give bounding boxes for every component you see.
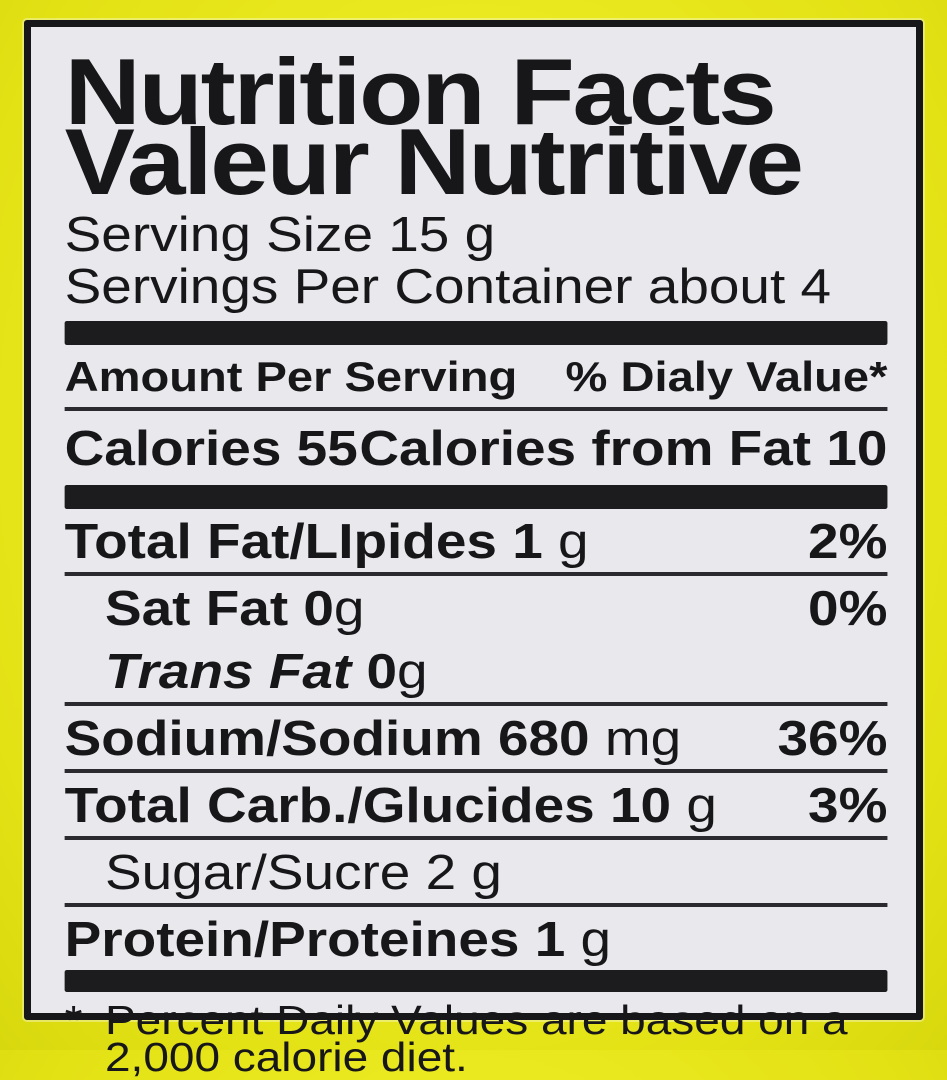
nutrient-unit-text: g — [397, 645, 428, 699]
nutrient-unit-text: g — [565, 913, 612, 967]
nutrient-bold-text: Protein/Proteines 1 — [64, 913, 566, 967]
daily-value-percent: 2% — [808, 515, 888, 569]
footnote-text: Percent Daily Values are based on a 2,00… — [105, 1000, 848, 1078]
calories-value: Calories 55 — [64, 422, 358, 476]
daily-value-percent: 36% — [777, 712, 888, 766]
nutrient-row-total-fat: Total Fat/LIpides 1 g 2% — [64, 509, 888, 576]
calories-from-fat-value: Calories from Fat 10 — [359, 422, 888, 476]
nutrient-unit-text: mg — [589, 712, 682, 766]
nutrient-name: Sodium/Sodium 680 mg — [65, 715, 682, 764]
nutrient-row-trans-fat: Trans Fat 0g — [64, 639, 888, 706]
title-french: Valeur Nutritive — [64, 109, 804, 214]
nutrient-name: Sat Fat 0g — [105, 585, 365, 634]
nutrition-facts-label: Nutrition Facts Valeur Nutritive Serving… — [24, 20, 923, 1078]
amount-per-serving-label: Amount Per Serving — [64, 353, 518, 400]
title-english: Nutrition Facts — [64, 39, 777, 144]
nutrient-unit-text: g — [333, 582, 365, 636]
servings-per-container: Servings Per Container about 4 — [64, 260, 832, 314]
nutrient-name: Total Fat/LIpides 1 g — [65, 518, 589, 567]
footnote-line-1: Percent Daily Values are based on a — [104, 997, 848, 1043]
daily-value-percent: 0% — [808, 582, 888, 636]
nutrient-name: Trans Fat 0g — [105, 648, 428, 697]
nutrient-unit-text: g — [542, 515, 589, 569]
daily-value-header: % Dialy Value* — [565, 353, 888, 400]
separator-bar-bottom — [64, 970, 888, 992]
nutrient-row-total-carb: Total Carb./Glucides 10 g 3% — [64, 773, 888, 840]
nutrient-bold-text: Total Fat/LIpides 1 — [64, 515, 543, 569]
nutrient-bold-text: Total Carb./Glucides 10 — [64, 779, 672, 833]
nutrient-name: Total Carb./Glucides 10 g — [65, 782, 717, 831]
label-titles: Nutrition Facts Valeur Nutritive — [64, 39, 888, 214]
nutrient-bold-text: Sat Fat 0 — [104, 582, 334, 636]
nutrient-bold-text: 0 — [366, 645, 398, 699]
nutrient-name: Protein/Proteines 1 g — [65, 916, 611, 965]
nutrient-italic-text: Trans Fat — [104, 645, 367, 699]
nutrient-bold-text: Sodium/Sodium 680 — [64, 712, 590, 766]
calories-row: Calories 55 Calories from Fat 10 — [65, 411, 888, 485]
nutrient-regular-text: Sugar/Sucre 2 g — [104, 846, 502, 900]
nutrient-row-sodium: Sodium/Sodium 680 mg 36% — [64, 706, 888, 773]
serving-info: Serving Size 15 g Servings Per Container… — [65, 209, 888, 313]
nutrient-row-sat-fat: Sat Fat 0g 0% — [65, 576, 888, 639]
separator-bar-top — [64, 321, 888, 345]
nutrient-row-protein: Protein/Proteines 1 g — [65, 907, 888, 970]
separator-bar-middle — [64, 485, 888, 509]
footnote: * Percent Daily Values are based on a 2,… — [64, 997, 888, 1078]
serving-size: Serving Size 15 g — [64, 208, 496, 262]
daily-value-percent: 3% — [808, 779, 888, 833]
nutrient-row-sugar: Sugar/Sucre 2 g — [64, 840, 888, 907]
nutrient-unit-text: g — [671, 779, 717, 833]
label-content: Nutrition Facts Valeur Nutritive Serving… — [31, 27, 914, 1078]
nutrient-name: Sugar/Sucre 2 g — [105, 849, 502, 898]
amount-per-serving-row: Amount Per Serving % Dialy Value* — [64, 345, 888, 411]
footnote-asterisk: * — [64, 997, 83, 1043]
footnote-line-2: 2,000 calorie diet. — [104, 1034, 468, 1080]
